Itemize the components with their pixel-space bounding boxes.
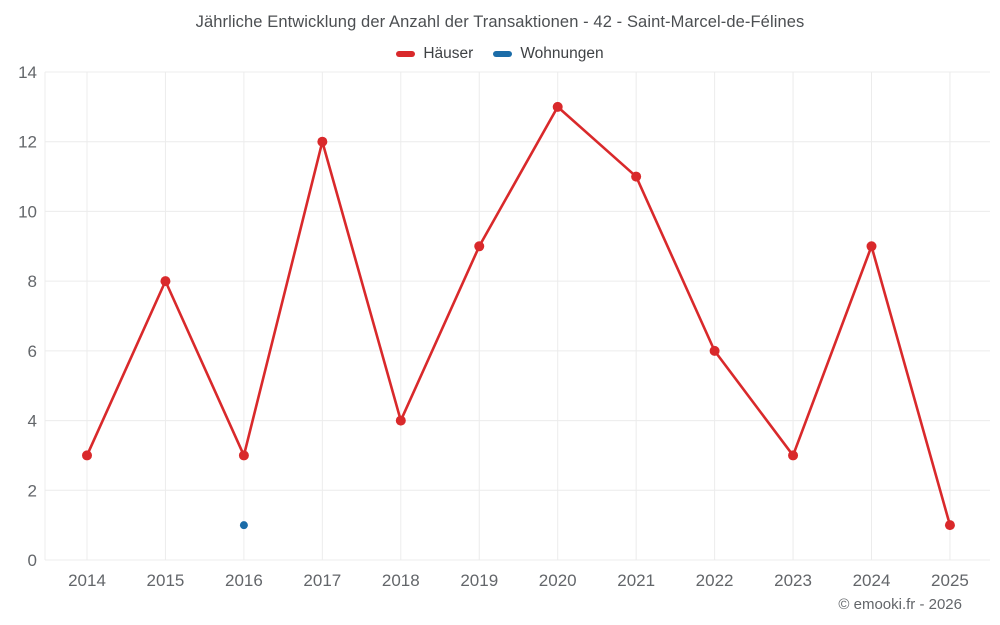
x-tick-label: 2018 xyxy=(382,571,420,590)
data-point-haeuser[interactable] xyxy=(238,450,249,461)
x-tick-label: 2020 xyxy=(539,571,577,590)
x-tick-label: 2015 xyxy=(147,571,185,590)
x-tick-label: 2019 xyxy=(460,571,498,590)
legend-swatch-haeuser-icon xyxy=(396,51,416,57)
y-tick-label: 2 xyxy=(28,481,37,500)
x-tick-label: 2021 xyxy=(617,571,655,590)
x-tick-label: 2016 xyxy=(225,571,263,590)
chart-title: Jährliche Entwicklung der Anzahl der Tra… xyxy=(195,13,805,31)
data-point-haeuser[interactable] xyxy=(395,415,406,426)
legend-item-wohnungen[interactable]: Wohnungen xyxy=(493,45,604,63)
copyright: © emooki.fr - 2026 xyxy=(838,596,962,613)
y-tick-label: 10 xyxy=(18,202,37,221)
x-tick-label: 2025 xyxy=(931,571,969,590)
y-tick-label: 4 xyxy=(28,412,37,431)
x-tick-label: 2024 xyxy=(853,571,891,590)
x-tick-label: 2022 xyxy=(696,571,734,590)
legend-item-haeuser[interactable]: Häuser xyxy=(396,45,473,63)
legend-label-haeuser: Häuser xyxy=(423,45,474,62)
y-tick-label: 8 xyxy=(28,272,37,291)
data-point-haeuser[interactable] xyxy=(866,241,877,252)
x-tick-label: 2023 xyxy=(774,571,812,590)
data-point-haeuser[interactable] xyxy=(474,241,485,252)
data-point-haeuser[interactable] xyxy=(788,450,799,461)
legend-label-wohnungen: Wohnungen xyxy=(520,45,604,62)
legend-swatch-wohnungen-icon xyxy=(493,51,513,57)
data-point-haeuser[interactable] xyxy=(317,136,328,147)
data-point-haeuser[interactable] xyxy=(82,450,92,461)
data-point-haeuser[interactable] xyxy=(631,171,642,182)
data-point-haeuser[interactable] xyxy=(944,520,955,531)
series-line-haeuser xyxy=(85,105,952,527)
x-tick-label: 2014 xyxy=(68,571,106,590)
data-point-haeuser[interactable] xyxy=(552,101,563,112)
data-point-haeuser[interactable] xyxy=(709,345,720,356)
y-tick-label: 14 xyxy=(18,63,37,82)
data-point-haeuser[interactable] xyxy=(160,276,171,287)
chart-legend: Häuser Wohnungen xyxy=(0,45,1000,63)
y-tick-label: 12 xyxy=(18,133,37,152)
x-tick-label: 2017 xyxy=(303,571,341,590)
y-tick-label: 6 xyxy=(28,342,37,361)
data-point-wohnungen[interactable] xyxy=(239,521,248,530)
y-tick-label: 0 xyxy=(28,551,37,570)
